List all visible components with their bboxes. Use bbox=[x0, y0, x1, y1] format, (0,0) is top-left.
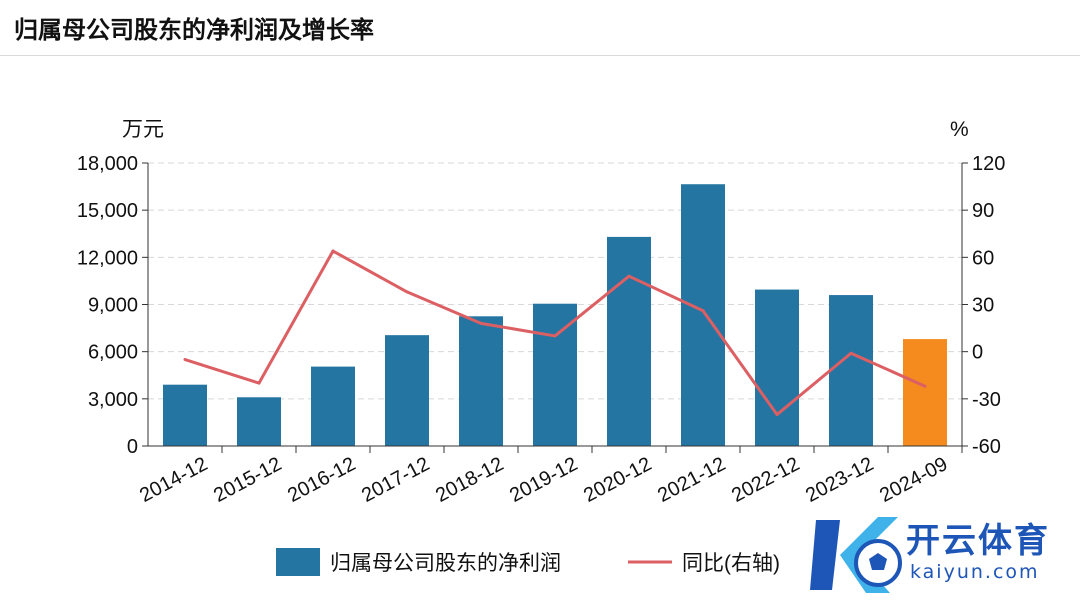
x-tick-label: 2016-12 bbox=[284, 453, 359, 507]
bar bbox=[681, 184, 725, 446]
right-tick-label: 120 bbox=[972, 153, 1005, 175]
x-tick-label: 2021-12 bbox=[654, 453, 729, 507]
bar bbox=[237, 397, 281, 446]
bar bbox=[311, 366, 355, 446]
x-tick-label: 2014-12 bbox=[136, 453, 211, 507]
x-tick-label: 2022-12 bbox=[728, 453, 803, 507]
x-tick-label: 2017-12 bbox=[358, 453, 433, 507]
bar bbox=[385, 335, 429, 446]
line-point bbox=[923, 384, 927, 388]
left-tick-label: 12,000 bbox=[77, 247, 138, 269]
x-tick-label: 2015-12 bbox=[210, 453, 285, 507]
right-tick-label: 60 bbox=[972, 247, 994, 269]
line-point bbox=[775, 413, 779, 417]
bar bbox=[903, 339, 947, 446]
left-axis-unit: 万元 bbox=[122, 118, 164, 141]
line-point bbox=[331, 249, 335, 253]
bar bbox=[607, 236, 651, 446]
bar bbox=[163, 384, 207, 446]
line-point bbox=[849, 351, 853, 355]
x-tick-label: 2018-12 bbox=[432, 453, 507, 507]
line-point bbox=[257, 381, 261, 385]
left-tick-label: 15,000 bbox=[77, 200, 138, 222]
right-tick-label: -30 bbox=[972, 389, 1001, 411]
left-tick-label: 18,000 bbox=[77, 153, 138, 175]
bar bbox=[755, 289, 799, 446]
right-tick-label: 30 bbox=[972, 295, 994, 317]
left-tick-label: 9,000 bbox=[88, 295, 138, 317]
bar bbox=[829, 295, 873, 446]
legend-label-line: 同比(右轴) bbox=[682, 552, 780, 575]
left-tick-label: 3,000 bbox=[88, 389, 138, 411]
bar bbox=[533, 303, 577, 446]
x-tick-label: 2023-12 bbox=[802, 453, 877, 507]
watermark-name: 开云体育 bbox=[906, 521, 1050, 561]
legend-label-bar: 归属母公司股东的净利润 bbox=[330, 552, 561, 575]
right-tick-label: 0 bbox=[972, 342, 983, 364]
x-tick-label: 2019-12 bbox=[506, 453, 581, 507]
bar bbox=[459, 316, 503, 446]
line-point bbox=[479, 321, 483, 325]
right-axis-unit: % bbox=[950, 118, 969, 141]
left-tick-label: 6,000 bbox=[88, 342, 138, 364]
legend-swatch-bar bbox=[276, 548, 320, 576]
line-point bbox=[701, 309, 705, 313]
line-point bbox=[405, 290, 409, 294]
line-point bbox=[627, 274, 631, 278]
right-tick-label: -60 bbox=[972, 436, 1001, 458]
right-tick-label: 90 bbox=[972, 200, 994, 222]
left-tick-label: 0 bbox=[127, 436, 138, 458]
x-tick-label: 2020-12 bbox=[580, 453, 655, 507]
x-tick-label: 2024-09 bbox=[876, 453, 951, 507]
watermark-url: kaiyun.com bbox=[910, 561, 1040, 583]
line-point bbox=[553, 334, 557, 338]
kaiyun-logo-icon bbox=[810, 517, 902, 593]
header: 归属母公司股东的净利润及增长率 bbox=[0, 0, 1080, 56]
watermark-logo: 开云体育 kaiyun.com bbox=[810, 505, 1070, 600]
line-point bbox=[183, 358, 187, 362]
page-title: 归属母公司股东的净利润及增长率 bbox=[14, 16, 374, 44]
